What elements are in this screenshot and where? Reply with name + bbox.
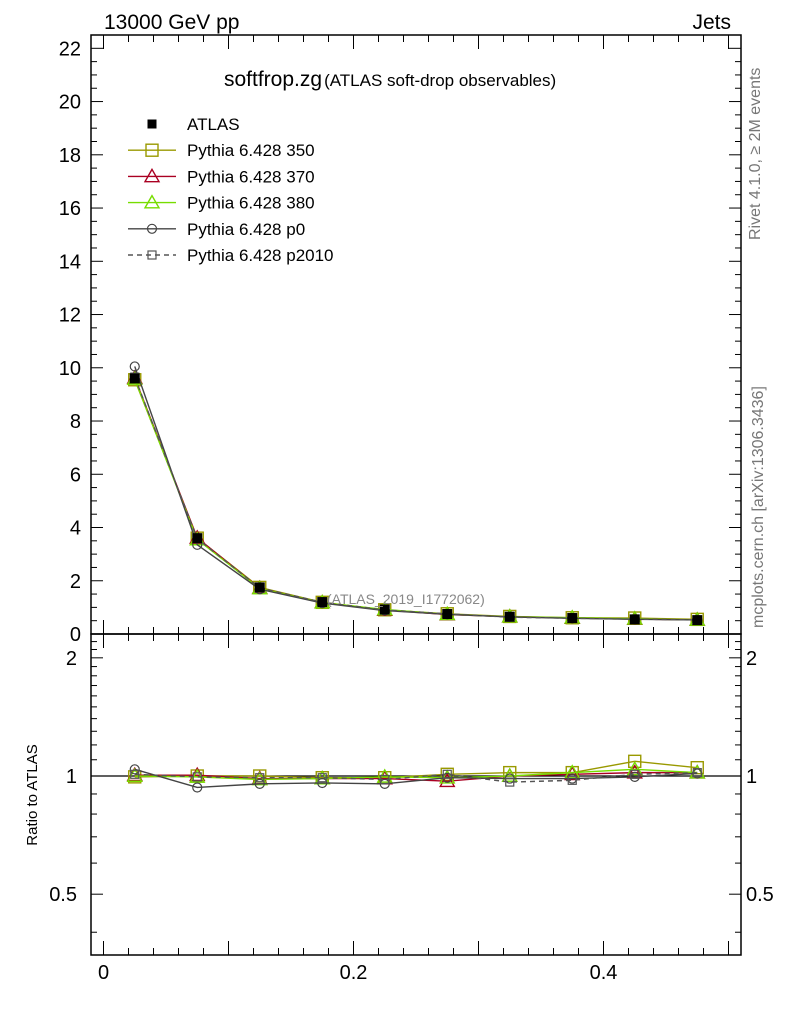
chart-watermark: (ATLAS_2019_I1772062)	[327, 591, 485, 607]
ratio-tick-label-left: 2	[66, 648, 77, 670]
ratio-tick-label-right: 1	[746, 766, 757, 788]
legend-label: Pythia 6.428 380	[187, 194, 315, 213]
ratio-ylabel: Ratio to ATLAS	[24, 744, 41, 845]
legend-entry: Pythia 6.428 370	[128, 167, 315, 186]
y-tick-label: 18	[59, 145, 81, 167]
data-point	[254, 582, 265, 593]
data-point	[567, 613, 578, 624]
y-tick-label: 2	[70, 571, 81, 593]
data-point	[630, 769, 640, 779]
y-tick-label: 8	[70, 411, 81, 433]
data-point	[129, 361, 140, 372]
data-point	[317, 597, 328, 608]
header-left: 13000 GeV pp	[104, 11, 239, 34]
data-point	[629, 614, 640, 625]
legend-entry: Pythia 6.428 380	[128, 194, 315, 213]
legend-label: Pythia 6.428 370	[187, 167, 315, 186]
data-point	[192, 533, 203, 544]
legend-label: ATLAS	[187, 115, 240, 134]
data-point	[692, 615, 703, 626]
legend-entry: ATLAS	[147, 115, 240, 134]
data-point	[255, 773, 265, 783]
y-tick-label: 12	[59, 305, 81, 327]
series-ratio-5	[130, 768, 702, 787]
header-right: Jets	[692, 11, 731, 34]
data-point	[380, 774, 390, 785]
data-point	[130, 769, 140, 779]
data-point	[145, 143, 159, 157]
y-tick-label: 16	[59, 198, 81, 220]
legend-entry: Pythia 6.428 p0	[128, 220, 305, 239]
data-point	[567, 775, 577, 785]
data-point	[129, 373, 140, 384]
data-point	[442, 609, 453, 620]
side-label-rivet: Rivet 4.1.0, ≥ 2M events	[747, 68, 764, 240]
main-panel: 0 2 4 6 8 10 12 14 16 18 20 22	[59, 34, 742, 646]
legend-label: Pythia 6.428 p2010	[187, 246, 334, 265]
data-point	[192, 772, 202, 782]
legend-label: Pythia 6.428 p0	[187, 220, 305, 239]
ratio-tick-label-left: 0.5	[49, 884, 77, 906]
data-point	[317, 777, 328, 789]
ratio-tick-label-right: 2	[746, 648, 757, 670]
data-point	[147, 119, 157, 129]
series-main-0	[129, 373, 703, 626]
y-tick-label: 4	[70, 518, 81, 540]
data-point	[564, 764, 581, 779]
series-line	[134, 376, 698, 621]
legend: ATLAS Pythia 6.428 350 Pythia 6.428 370 Pyt…	[128, 115, 334, 265]
data-point	[143, 167, 161, 183]
x-tick-label: 0	[98, 962, 109, 984]
ratio-panel: 0.5 0.5 1 1 2 2 0 0.2 0.4	[49, 633, 774, 984]
chart-title: softfrop.zg (ATLAS soft-drop observables)	[224, 68, 556, 91]
y-tick-label: 20	[59, 92, 81, 114]
data-point	[146, 223, 158, 234]
data-point	[317, 773, 327, 783]
x-tick-label: 0.4	[590, 962, 618, 984]
legend-entry: Pythia 6.428 350	[128, 141, 315, 160]
data-point	[505, 777, 515, 787]
y-tick-label: 14	[59, 251, 81, 273]
data-point	[628, 754, 642, 769]
data-point	[254, 778, 265, 789]
data-point	[143, 194, 161, 209]
side-label-mcplots: mcplots.cern.ch [arXiv:1306.3436]	[750, 386, 767, 628]
x-tick-label: 0.2	[340, 962, 368, 984]
data-point	[147, 250, 157, 260]
y-tick-label: 10	[59, 358, 81, 380]
series-line	[134, 771, 698, 783]
ratio-frame	[90, 633, 742, 956]
data-point	[442, 769, 452, 779]
data-point	[192, 782, 203, 793]
ratio-tick-label-right: 0.5	[746, 884, 774, 906]
data-point	[379, 604, 390, 615]
y-tick-label: 6	[70, 464, 81, 486]
series-line	[134, 760, 698, 779]
data-point	[129, 764, 140, 775]
data-point	[504, 611, 515, 622]
data-point	[692, 768, 702, 778]
legend-entry: Pythia 6.428 p2010	[128, 246, 334, 265]
y-tick-label: 22	[59, 38, 81, 60]
legend-label: Pythia 6.428 350	[187, 141, 315, 160]
y-tick-label: 0	[70, 624, 81, 646]
ratio-tick-label-left: 1	[66, 766, 77, 788]
data-point	[626, 760, 643, 776]
